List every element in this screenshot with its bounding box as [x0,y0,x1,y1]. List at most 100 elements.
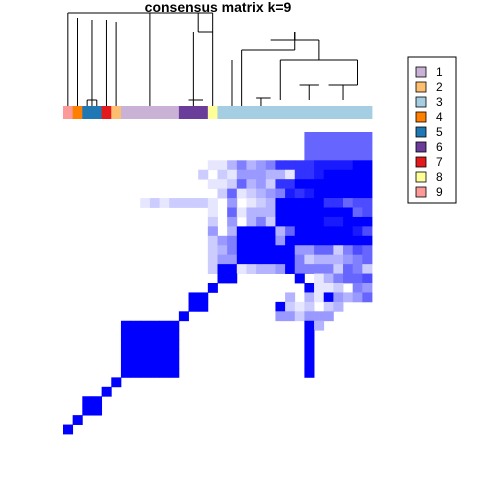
heatmap-cell [343,188,354,199]
heatmap-cell [159,339,170,350]
annotation-cell [343,106,354,119]
heatmap-cell [362,254,373,265]
heatmap-cell [352,216,363,227]
heatmap-cell [246,188,257,199]
heatmap-cell [236,226,247,237]
heatmap-cell [207,207,218,218]
heatmap-cell [323,235,334,246]
heatmap-cell [130,330,141,341]
heatmap-cell [217,235,228,246]
annotation-cell [130,106,141,119]
heatmap-cell [314,198,325,208]
heatmap-cell [227,254,238,265]
heatmap-cell [265,179,276,190]
heatmap-cell [343,198,354,208]
annotation-cell [314,106,325,119]
heatmap-cell [314,207,325,218]
heatmap-cell [63,424,74,435]
heatmap-cell [256,254,267,265]
heatmap-cell [149,320,160,331]
heatmap-cell [352,207,363,218]
heatmap-cell [333,141,344,152]
heatmap-cell [101,386,112,397]
heatmap-cell [82,405,93,416]
heatmap-cell [304,188,315,199]
annotation-cell [323,106,334,119]
heatmap-cell [352,273,363,284]
class-annotation-bar [63,106,373,119]
heatmap-cell [352,245,363,256]
heatmap-cell [323,141,334,152]
heatmap-cell [333,235,344,246]
annotation-cell [169,106,180,119]
annotation-cell [275,106,286,119]
heatmap-cell [149,367,160,378]
legend-label: 9 [436,185,443,199]
heatmap-cell [188,292,199,303]
heatmap-cell [362,160,373,171]
heatmap-cell [275,245,286,256]
heatmap-cell [314,132,325,142]
heatmap-cell [352,141,363,152]
heatmap-cell [140,339,151,350]
heatmap-cell [362,264,373,274]
heatmap-cell [323,301,334,312]
annotation-cell [159,106,170,119]
heatmap-cell [285,188,296,199]
heatmap-cell [149,198,160,208]
heatmap-cell [120,339,131,350]
heatmap-cell [159,198,170,208]
heatmap-cell [343,141,354,152]
heatmap-cell [275,160,286,171]
annotation-cell [333,106,344,119]
heatmap-cell [333,132,344,142]
heatmap-cell [227,235,238,246]
heatmap-cell [362,226,373,237]
annotation-cell [217,106,228,119]
heatmap-cell [120,367,131,378]
heatmap-cell [130,358,141,369]
legend-swatch [415,81,427,93]
dendrogram [67,12,359,106]
heatmap-cell [256,169,267,180]
heatmap-cell [236,245,247,256]
heatmap-cell [323,198,334,208]
heatmap-cell [149,358,160,369]
heatmap-cell [246,226,257,237]
annotation-cell [140,106,151,119]
heatmap-cell [352,198,363,208]
heatmap-cell [159,349,170,359]
heatmap-cell [343,216,354,227]
heatmap-cell [275,188,286,199]
heatmap-cell [207,160,218,171]
legend-label: 6 [436,140,443,154]
heatmap-cell [227,169,238,180]
heatmap-cell [304,160,315,171]
annotation-cell [352,106,363,119]
heatmap-cell [304,207,315,218]
heatmap-cell [178,198,189,208]
heatmap-cell [285,311,296,322]
annotation-cell [304,106,315,119]
heatmap-cell [91,396,103,407]
annotation-cell [111,106,122,119]
heatmap-cell [246,207,257,218]
legend-label: 8 [436,170,443,184]
heatmap-cell [149,339,160,350]
heatmap-cell [256,226,267,237]
legend-swatch [415,96,427,108]
legend-swatch [415,141,427,153]
heatmap-cell [352,150,363,161]
heatmap-cell [256,216,267,227]
heatmap-cell [275,207,286,218]
heatmap-cell [362,169,373,180]
annotation-cell [246,106,257,119]
heatmap-cell [362,132,373,142]
heatmap-cell [265,226,276,237]
heatmap-cell [294,207,305,218]
heatmap-cell [285,179,296,190]
heatmap-cell [343,179,354,190]
heatmap-cell [304,235,315,246]
heatmap-cell [304,141,315,152]
